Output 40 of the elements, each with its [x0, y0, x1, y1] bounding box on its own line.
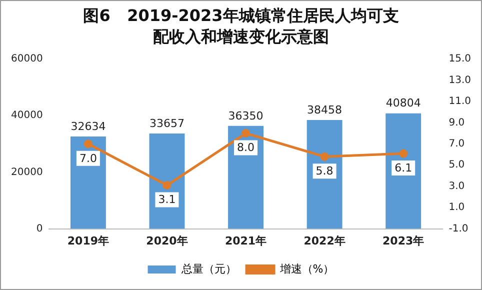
- chart-title: 图6 2019-2023年城镇常住居民人均可支配收入和增速变化示意图: [82, 5, 400, 47]
- data-label: 7.0: [79, 152, 97, 165]
- legend-label: 总量（元）: [180, 262, 236, 276]
- data-label: 6.1: [394, 161, 412, 174]
- y2-tick-label: 7.0: [448, 138, 465, 150]
- bar: [228, 126, 264, 229]
- data-label: 8.0: [237, 141, 255, 154]
- y-tick-label: 20000: [11, 166, 43, 178]
- point: [242, 129, 250, 138]
- y2-tick-label: 15.0: [448, 54, 471, 65]
- legend-label: 增速（%）: [278, 262, 334, 276]
- y2-tick-label: 9.0: [448, 117, 465, 128]
- point: [162, 181, 172, 190]
- bar: [386, 113, 422, 229]
- y-tick-label: 0: [36, 223, 43, 234]
- x-tick-label: 2022年: [304, 234, 346, 248]
- data-label: 36350: [228, 109, 264, 122]
- x-tick-label: 2021年: [224, 234, 267, 248]
- bar: [306, 120, 342, 229]
- bar: [70, 136, 106, 229]
- y-tick-label: 60000: [11, 54, 43, 65]
- x-tick-label: 2023年: [382, 234, 424, 248]
- y2-tick-label: 5.0: [448, 160, 465, 171]
- y2-tick-label: 13.0: [448, 74, 471, 86]
- data-label: 32634: [70, 120, 106, 133]
- data-label: 3.1: [158, 193, 176, 206]
- point: [399, 149, 408, 158]
- point: [84, 140, 92, 148]
- x-tick-label: 2020年: [146, 234, 188, 248]
- y2-tick-label: 1.0: [448, 202, 465, 214]
- y2-tick-label: 11.0: [448, 96, 471, 108]
- y-tick-label: 40000: [11, 110, 43, 122]
- data-label: 38458: [307, 103, 342, 116]
- y2-tick-label: -1.0: [448, 223, 468, 234]
- x-tick-label: 2019年: [67, 234, 110, 248]
- data-label: 5.8: [316, 164, 334, 178]
- data-label: 40804: [386, 96, 421, 110]
- point: [320, 152, 329, 161]
- data-label: 33657: [149, 116, 184, 130]
- y2-tick-label: 3.0: [448, 180, 465, 192]
